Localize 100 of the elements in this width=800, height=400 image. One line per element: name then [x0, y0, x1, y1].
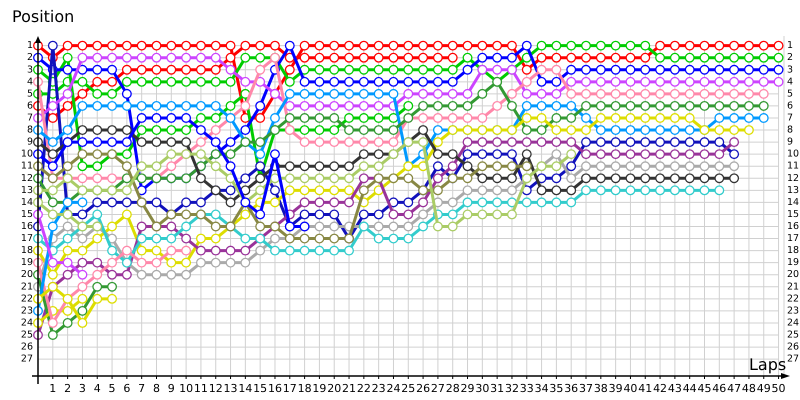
point	[522, 137, 532, 148]
point	[300, 88, 310, 99]
point	[62, 258, 73, 268]
y2-tick-label: 13	[787, 184, 800, 196]
point	[122, 149, 132, 160]
point	[729, 88, 740, 99]
point	[107, 246, 118, 256]
point	[300, 209, 310, 220]
x-tick-label: 28	[446, 382, 460, 395]
point	[684, 137, 695, 148]
point	[462, 137, 472, 148]
point	[62, 222, 73, 232]
point	[625, 137, 636, 148]
point	[403, 100, 414, 111]
point	[270, 185, 280, 196]
point	[536, 64, 547, 75]
y-tick-label: 20	[20, 269, 33, 280]
point	[374, 209, 384, 220]
point	[714, 149, 724, 160]
point	[270, 246, 280, 256]
point	[610, 185, 621, 196]
point	[136, 258, 147, 268]
point	[344, 197, 354, 208]
point	[477, 137, 488, 148]
point	[77, 318, 88, 328]
point	[448, 209, 458, 220]
point	[551, 113, 562, 123]
point	[744, 88, 754, 99]
point	[226, 258, 236, 268]
point	[122, 197, 132, 208]
point	[388, 40, 398, 51]
point	[77, 209, 88, 220]
point	[418, 64, 428, 75]
point	[226, 246, 236, 256]
x-tick-label: 10	[179, 382, 194, 395]
point	[462, 88, 472, 99]
point	[240, 209, 250, 220]
y-tick-label: 9	[26, 136, 33, 148]
point	[758, 100, 769, 111]
point	[492, 185, 502, 196]
point	[462, 64, 472, 75]
point	[62, 64, 73, 75]
point	[48, 318, 58, 328]
y-tick-label: 19	[20, 257, 33, 268]
point	[551, 64, 562, 75]
point	[240, 125, 250, 135]
point	[432, 125, 443, 135]
point	[122, 64, 132, 75]
point	[448, 149, 458, 160]
point	[196, 52, 206, 63]
point	[596, 149, 606, 160]
point	[152, 64, 162, 75]
point	[329, 125, 340, 135]
point	[374, 161, 384, 172]
point	[744, 100, 754, 111]
point	[432, 100, 443, 111]
point	[432, 173, 443, 184]
point	[92, 294, 102, 304]
point	[344, 52, 354, 63]
point	[255, 113, 266, 123]
point	[166, 258, 176, 268]
y-axis-title: Position	[12, 7, 74, 26]
point	[48, 137, 58, 148]
x-tick-label: 15	[253, 382, 268, 395]
point	[551, 125, 562, 135]
y2-tick-label: 16	[787, 220, 800, 232]
point	[210, 113, 221, 123]
point	[136, 100, 147, 111]
point	[136, 64, 147, 75]
point	[551, 197, 562, 208]
point	[581, 149, 591, 160]
point	[329, 100, 340, 111]
point	[581, 161, 591, 172]
point	[448, 197, 458, 208]
point	[107, 76, 118, 87]
point	[181, 137, 192, 148]
point	[403, 64, 414, 75]
point	[596, 40, 606, 51]
point	[314, 197, 324, 208]
point	[700, 161, 710, 172]
point	[240, 173, 250, 184]
point	[77, 52, 88, 63]
point	[166, 222, 176, 232]
point	[714, 173, 724, 184]
point	[684, 88, 695, 99]
point	[240, 246, 250, 256]
point	[62, 234, 73, 244]
point	[152, 52, 162, 63]
point	[477, 40, 488, 51]
point	[358, 40, 369, 51]
point	[226, 185, 236, 196]
point	[596, 161, 606, 172]
point	[492, 64, 502, 75]
x-tick-label: 20	[327, 382, 342, 395]
point	[610, 149, 621, 160]
point	[300, 76, 310, 87]
point	[181, 234, 192, 244]
point	[329, 246, 340, 256]
point	[107, 270, 118, 280]
point	[729, 125, 740, 135]
